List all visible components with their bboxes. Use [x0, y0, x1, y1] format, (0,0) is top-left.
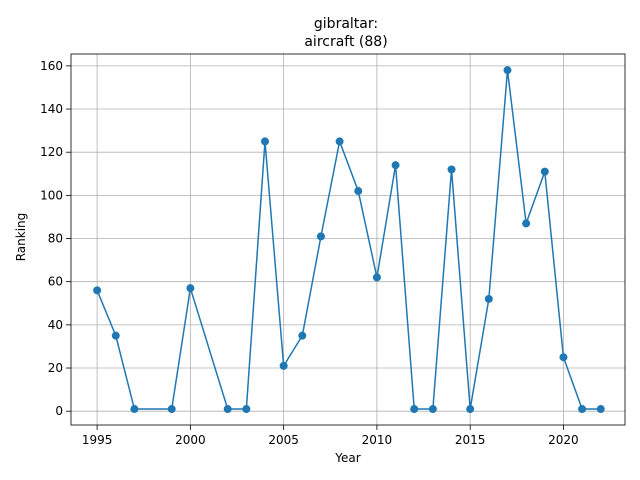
- data-point: [186, 284, 195, 293]
- data-point: [503, 66, 512, 75]
- y-tick-label: 40: [48, 318, 63, 332]
- data-point: [242, 405, 251, 414]
- data-point: [410, 405, 419, 414]
- data-point: [93, 286, 102, 295]
- data-point: [372, 273, 381, 282]
- data-point: [522, 219, 531, 228]
- data-point: [130, 405, 139, 414]
- data-point: [466, 405, 475, 414]
- chart-title-line1: gibraltar:: [314, 16, 378, 32]
- data-point: [540, 167, 549, 176]
- data-point: [596, 405, 605, 414]
- data-point: [559, 353, 568, 362]
- x-tick-label: 2020: [548, 433, 579, 447]
- data-point: [578, 405, 587, 414]
- data-point: [447, 165, 456, 174]
- y-tick-label: 0: [55, 404, 63, 418]
- x-tick-label: 1995: [82, 433, 113, 447]
- y-tick-label: 80: [48, 232, 63, 246]
- y-tick-label: 60: [48, 275, 63, 289]
- data-point: [391, 161, 400, 170]
- y-tick-label: 100: [40, 188, 63, 202]
- data-point: [223, 405, 232, 414]
- x-tick-label: 2010: [362, 433, 393, 447]
- data-point: [428, 405, 437, 414]
- x-axis-label: Year: [334, 451, 360, 465]
- y-tick-label: 140: [40, 102, 63, 116]
- y-tick-label: 120: [40, 145, 63, 159]
- data-point: [111, 331, 120, 340]
- data-point: [484, 294, 493, 303]
- chart-title-line2: aircraft (88): [304, 34, 387, 50]
- axes-layer: 1995 2000 2005 2010 2015 2020 0 20 40 60 80 100 120 1…: [40, 53, 626, 447]
- plot-frame: [70, 53, 626, 426]
- data-point: [298, 331, 307, 340]
- y-axis-label: Ranking: [14, 213, 28, 262]
- x-tick-label: 2000: [175, 433, 206, 447]
- grid-layer: [71, 54, 625, 425]
- series-layer: [93, 66, 605, 414]
- data-point: [279, 361, 288, 370]
- data-point: [316, 232, 325, 241]
- data-point: [335, 137, 344, 146]
- data-point: [354, 187, 363, 196]
- data-point: [167, 405, 176, 414]
- y-tick-label: 20: [48, 361, 63, 375]
- y-tick-label: 160: [40, 59, 63, 73]
- x-tick-label: 2015: [455, 433, 486, 447]
- series-line: [96, 70, 601, 410]
- x-tick-label: 2005: [268, 433, 299, 447]
- data-point: [260, 137, 269, 146]
